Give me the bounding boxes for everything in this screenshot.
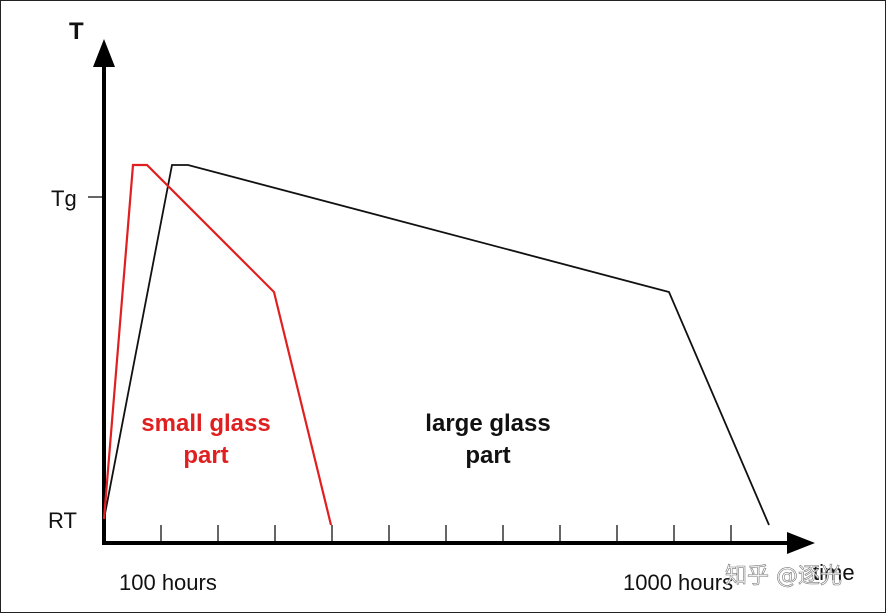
small-glass-label-line1: small glass — [141, 410, 270, 437]
small-glass-curve — [102, 163, 333, 526]
x-ticks — [160, 525, 732, 543]
small-glass-label-line2: part — [183, 442, 228, 469]
y-axis-title: T — [69, 18, 84, 45]
x-tick-label-100: 100 hours — [119, 570, 217, 595]
x-axis-title: time — [813, 560, 855, 585]
large-glass-label-line1: large glass — [425, 410, 550, 437]
y-tick-label-rt: RT — [48, 508, 77, 533]
watermark-text: 知乎 @逐光 — [725, 564, 842, 589]
y-axis-arrow — [93, 39, 115, 67]
large-glass-curve — [103, 164, 770, 526]
x-axis-arrow — [787, 532, 815, 554]
x-tick-label-1000: 1000 hours — [623, 570, 733, 595]
y-tick-label-tg: Tg — [51, 186, 77, 211]
large-glass-label-line2: part — [465, 442, 510, 469]
